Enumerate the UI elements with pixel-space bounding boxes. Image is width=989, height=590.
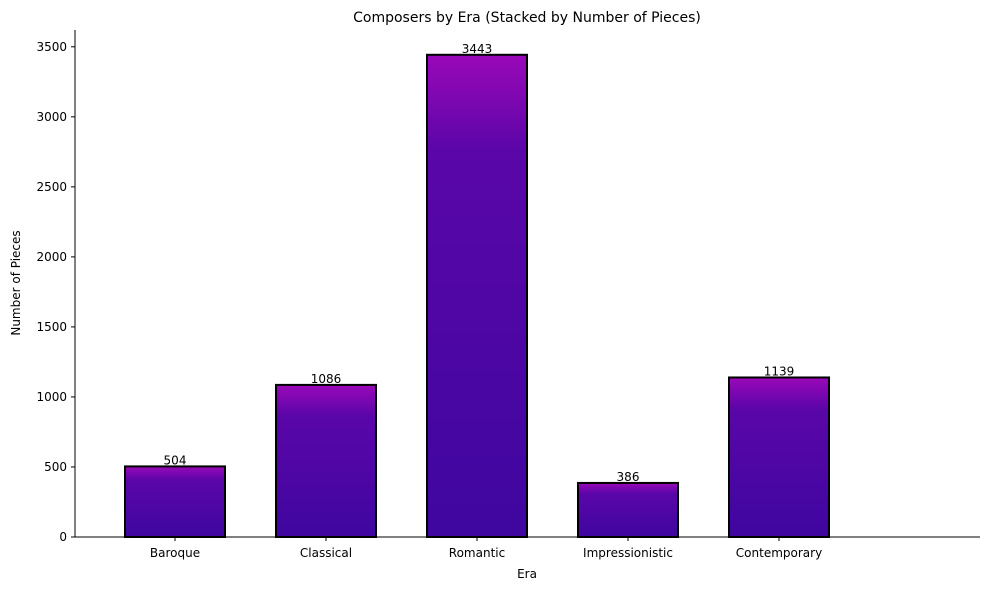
x-axis-label: Era (517, 567, 537, 581)
plot-area: 0 500 1000 1500 2000 2500 3000 3500 504 Baroque 10… (36, 30, 980, 560)
x-tick-label: Impressionistic (583, 546, 673, 560)
data-label: 3443 (462, 42, 493, 56)
chart-title: Composers by Era (Stacked by Number of P… (353, 10, 701, 26)
y-tick-label: 3000 (36, 110, 67, 124)
y-tick-label: 3500 (36, 40, 67, 54)
bar-baroque (124, 465, 226, 538)
data-label: 1086 (311, 372, 342, 386)
data-label: 1139 (764, 364, 795, 378)
data-label: 386 (617, 470, 640, 484)
bar-romantic (426, 53, 528, 539)
y-tick-label: 0 (59, 530, 67, 544)
bar-classical (275, 383, 377, 538)
y-axis-label: Number of Pieces (9, 230, 23, 335)
y-tick-label: 500 (44, 460, 67, 474)
bar-contemporary (728, 376, 830, 539)
x-tick-label: Baroque (150, 546, 200, 560)
data-label: 504 (164, 453, 187, 467)
bar-impressionistic (577, 481, 679, 538)
x-tick-label: Classical (300, 546, 352, 560)
y-tick-label: 1000 (36, 390, 67, 404)
y-tick-label: 2500 (36, 180, 67, 194)
y-tick-label: 1500 (36, 320, 67, 334)
x-tick-label: Contemporary (736, 546, 822, 560)
y-tick-label: 2000 (36, 250, 67, 264)
x-tick-label: Romantic (449, 546, 505, 560)
